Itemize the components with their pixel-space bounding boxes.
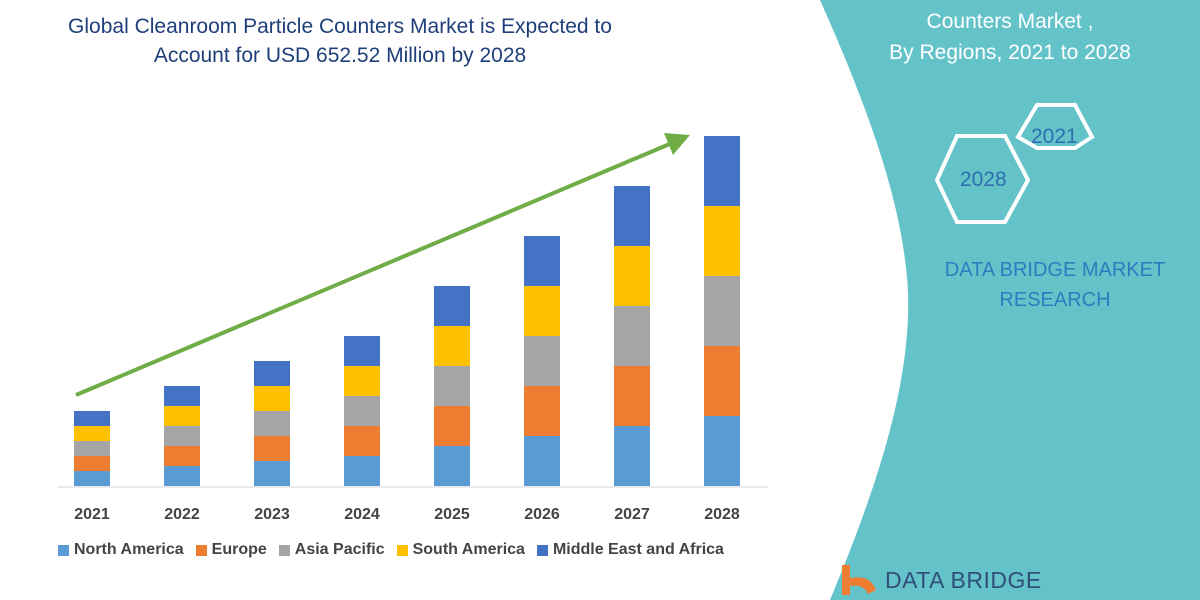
bar-segment-2028-4 [704, 136, 740, 206]
bar-segment-2022-1 [164, 446, 200, 466]
legend-label: Europe [211, 541, 267, 558]
bar-segment-2021-3 [74, 426, 110, 441]
side-heading-line-2: By Regions, 2021 to 2028 [889, 41, 1131, 64]
hexagon-2028 [934, 134, 1031, 224]
bar-segment-2026-2 [524, 336, 560, 386]
logo-icon [842, 565, 876, 595]
bar-segment-2025-4 [434, 286, 470, 326]
bar-segment-2028-1 [704, 346, 740, 416]
legend-label: Asia Pacific [294, 541, 385, 558]
bar-segment-2025-3 [434, 326, 470, 366]
bar-segment-2021-0 [74, 471, 110, 486]
bar-segment-2023-3 [254, 386, 290, 411]
x-tick-label: 2025 [434, 506, 470, 523]
trend-arrow [75, 133, 690, 397]
title-line-2: Account for USD 652.52 Million by 2028 [153, 44, 527, 67]
legend-item: Asia Pacific [278, 541, 385, 559]
legend-item: South America [396, 541, 525, 559]
bar-segment-2024-1 [344, 426, 380, 456]
bar-segment-2027-1 [614, 366, 650, 426]
bar-segment-2023-1 [254, 436, 290, 461]
bar-segment-2021-1 [74, 456, 110, 471]
legend-swatch [278, 544, 290, 556]
legend-label: Middle East and Africa [552, 541, 724, 558]
logo-text: DATA BRIDGE [885, 567, 1042, 593]
x-tick-label: 2024 [344, 506, 380, 523]
bar-segment-2023-4 [254, 361, 290, 386]
bar-segment-2022-3 [164, 406, 200, 426]
bar-segment-2028-3 [704, 206, 740, 276]
brand-line-2: RESEARCH [999, 289, 1111, 311]
bar-segment-2025-1 [434, 406, 470, 446]
side-heading: Counters Market , By Regions, 2021 to 20… [860, 6, 1160, 68]
legend-swatch [58, 544, 69, 556]
bar-segment-2024-3 [344, 366, 380, 396]
x-tick-label: 2028 [704, 506, 740, 523]
x-tick-labels: 2021 2022 2023 2024 2025 2026 2027 2028 [74, 506, 740, 523]
legend-swatch [396, 544, 408, 556]
bar-segment-2023-0 [254, 461, 290, 486]
brand-text: DATA BRIDGE MARKET RESEARCH [900, 255, 1200, 315]
legend-swatch [536, 544, 548, 556]
bar-segment-2023-2 [254, 411, 290, 436]
x-tick-label: 2023 [254, 506, 290, 523]
side-panel-shape [820, 0, 1200, 600]
legend-label: North America [74, 541, 184, 558]
bar-segment-2026-0 [524, 436, 560, 486]
legend: North America Europe Asia Pacific South Ame… [58, 541, 724, 559]
hexagon-2021 [1015, 103, 1095, 150]
x-tick-label: 2027 [614, 506, 650, 523]
bar-segment-2026-3 [524, 286, 560, 336]
hex-label-2021: 2021 [1031, 125, 1078, 148]
hex-label-2028: 2028 [960, 168, 1007, 191]
bar-segment-2026-4 [524, 236, 560, 286]
bar-segment-2025-0 [434, 446, 470, 486]
bar-segment-2027-4 [614, 186, 650, 246]
legend-label: South America [412, 541, 525, 558]
side-heading-line-1: Counters Market , [926, 10, 1094, 33]
legend-item: Europe [195, 541, 267, 559]
bar-segment-2021-4 [74, 411, 110, 426]
x-tick-label: 2026 [524, 506, 560, 523]
bar-segment-2028-2 [704, 276, 740, 346]
bar-segment-2022-2 [164, 426, 200, 446]
bar-segment-2027-2 [614, 306, 650, 366]
bar-segment-2025-2 [434, 366, 470, 406]
x-tick-label: 2022 [164, 506, 200, 523]
bar-segment-2024-0 [344, 456, 380, 486]
title-line-1: Global Cleanroom Particle Counters Marke… [68, 15, 612, 38]
chart-title: Global Cleanroom Particle Counters Marke… [60, 12, 620, 70]
brand-line-1: DATA BRIDGE MARKET [944, 259, 1166, 281]
legend-swatch [195, 544, 207, 556]
bar-segment-2022-4 [164, 386, 200, 406]
bar-segment-2024-4 [344, 336, 380, 366]
bar-segment-2027-0 [614, 426, 650, 486]
bar-segment-2022-0 [164, 466, 200, 486]
legend-item: Middle East and Africa [536, 541, 724, 559]
legend-item: North America [58, 541, 184, 559]
bar-segment-2027-3 [614, 246, 650, 306]
bar-segment-2021-2 [74, 441, 110, 456]
bars-group [74, 136, 740, 486]
bar-segment-2024-2 [344, 396, 380, 426]
bar-segment-2028-0 [704, 416, 740, 486]
bar-segment-2026-1 [524, 386, 560, 436]
x-tick-label: 2021 [74, 506, 110, 523]
